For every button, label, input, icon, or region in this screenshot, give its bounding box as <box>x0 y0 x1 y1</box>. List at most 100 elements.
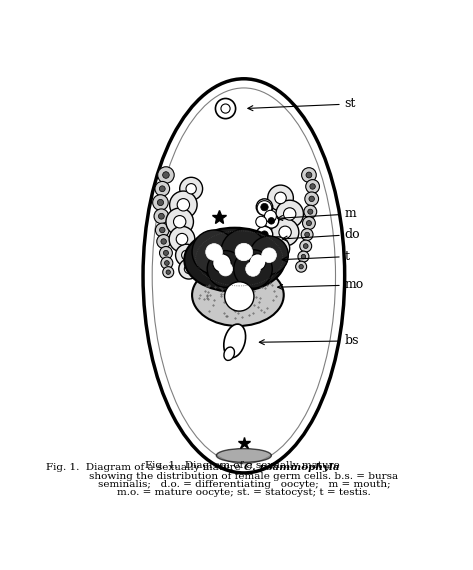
Circle shape <box>275 192 286 203</box>
Circle shape <box>256 216 267 227</box>
Circle shape <box>177 198 190 211</box>
Circle shape <box>158 167 174 184</box>
Circle shape <box>276 200 304 227</box>
Circle shape <box>302 168 316 182</box>
Circle shape <box>221 229 267 275</box>
Circle shape <box>245 262 260 276</box>
Circle shape <box>166 270 170 274</box>
Circle shape <box>261 203 268 211</box>
Circle shape <box>161 257 173 269</box>
Circle shape <box>215 99 236 119</box>
Text: showing the distribution of female germ cells. b.s. = bursa: showing the distribution of female germ … <box>89 472 398 481</box>
Circle shape <box>262 248 276 263</box>
Circle shape <box>256 199 273 215</box>
Circle shape <box>250 236 289 275</box>
Circle shape <box>308 209 313 214</box>
Circle shape <box>192 230 236 274</box>
Circle shape <box>254 243 261 249</box>
Circle shape <box>161 239 166 244</box>
Circle shape <box>154 209 169 223</box>
Circle shape <box>300 240 312 252</box>
Circle shape <box>273 243 283 254</box>
Circle shape <box>166 208 193 235</box>
Circle shape <box>163 267 174 278</box>
Circle shape <box>155 181 170 196</box>
Ellipse shape <box>204 247 243 282</box>
Text: seminalis;   d.o. = differentiating   oocyte;   m = mouth;: seminalis; d.o. = differentiating oocyte… <box>97 481 390 489</box>
Circle shape <box>309 196 315 202</box>
Ellipse shape <box>192 264 284 326</box>
Circle shape <box>307 221 312 226</box>
Text: Fig. 1.  Diagram of a sexually mature: Fig. 1. Diagram of a sexually mature <box>46 463 244 472</box>
Circle shape <box>184 264 193 274</box>
Text: m.o. = mature oocyte; st. = statocyst; t = testis.: m.o. = mature oocyte; st. = statocyst; t… <box>117 488 371 498</box>
Ellipse shape <box>216 449 272 462</box>
Circle shape <box>267 237 289 260</box>
Ellipse shape <box>224 324 245 358</box>
Circle shape <box>301 229 313 241</box>
Circle shape <box>268 218 275 224</box>
Circle shape <box>158 200 164 206</box>
Circle shape <box>264 214 279 228</box>
Text: m: m <box>278 207 357 221</box>
Circle shape <box>186 184 196 194</box>
Circle shape <box>305 232 309 237</box>
Text: Fig. 1.  Diagram of a sexually mature: Fig. 1. Diagram of a sexually mature <box>145 462 343 470</box>
Circle shape <box>169 226 195 252</box>
Text: bs: bs <box>259 335 359 347</box>
Circle shape <box>163 250 168 255</box>
Circle shape <box>157 235 171 249</box>
Circle shape <box>170 191 197 218</box>
Circle shape <box>303 217 315 230</box>
Text: do: do <box>282 228 360 241</box>
Circle shape <box>180 177 202 200</box>
Circle shape <box>159 227 165 233</box>
Circle shape <box>221 104 230 113</box>
Circle shape <box>304 205 317 218</box>
Circle shape <box>175 244 198 266</box>
Circle shape <box>268 185 293 211</box>
Ellipse shape <box>143 79 345 473</box>
Circle shape <box>234 250 272 288</box>
Circle shape <box>235 243 253 260</box>
Text: t: t <box>282 250 350 263</box>
Circle shape <box>165 260 169 266</box>
Circle shape <box>301 254 306 259</box>
Circle shape <box>306 172 312 178</box>
Circle shape <box>176 233 188 245</box>
Circle shape <box>303 243 308 249</box>
Circle shape <box>261 231 268 238</box>
Ellipse shape <box>239 246 276 279</box>
Circle shape <box>298 251 309 262</box>
Text: mo: mo <box>278 279 364 291</box>
Circle shape <box>179 259 199 279</box>
Circle shape <box>305 192 318 206</box>
Circle shape <box>153 195 168 210</box>
Circle shape <box>263 252 284 272</box>
Text: C. psammophyla: C. psammophyla <box>244 463 340 472</box>
Text: st: st <box>248 97 356 111</box>
Circle shape <box>163 172 169 178</box>
Circle shape <box>159 186 165 192</box>
Circle shape <box>219 262 233 276</box>
Circle shape <box>256 226 273 243</box>
Circle shape <box>306 180 319 193</box>
Circle shape <box>269 258 278 267</box>
Circle shape <box>296 261 307 272</box>
Circle shape <box>156 223 169 237</box>
Circle shape <box>213 254 231 272</box>
Circle shape <box>182 250 192 260</box>
Ellipse shape <box>184 227 285 292</box>
Circle shape <box>264 210 276 222</box>
Circle shape <box>207 251 244 287</box>
Circle shape <box>206 243 222 260</box>
Circle shape <box>310 184 315 189</box>
Circle shape <box>174 215 186 228</box>
Circle shape <box>159 246 172 259</box>
Circle shape <box>272 218 299 246</box>
Circle shape <box>249 254 266 270</box>
Circle shape <box>279 226 291 238</box>
Circle shape <box>299 264 303 269</box>
Ellipse shape <box>224 347 235 360</box>
Circle shape <box>283 208 296 220</box>
